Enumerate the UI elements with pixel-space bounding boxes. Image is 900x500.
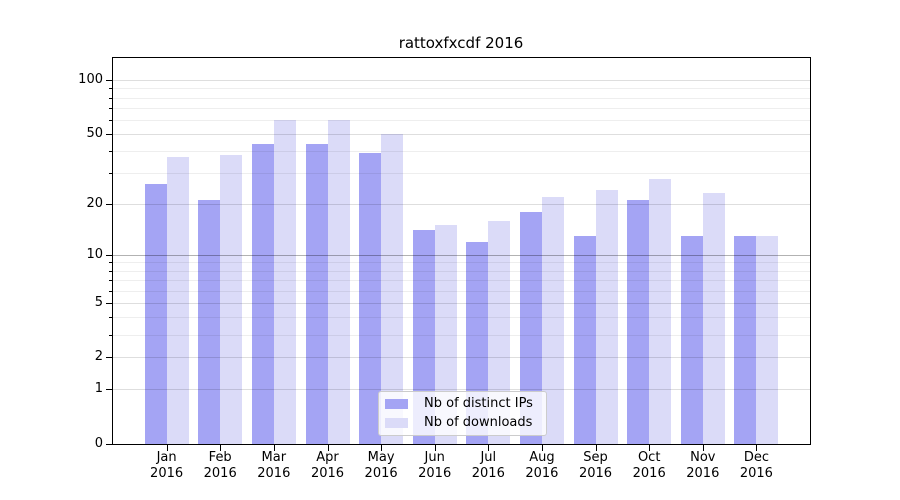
- y-minor-tick: [109, 334, 113, 336]
- x-tick: [488, 445, 490, 451]
- x-tick: [327, 445, 329, 451]
- y-tick-label: 50: [86, 125, 103, 141]
- bar-nb-of-distinct-ips-feb: [198, 200, 221, 444]
- x-tick-label: Mar 2016: [257, 450, 291, 481]
- y-tick-label: 5: [94, 294, 103, 310]
- major-gridline: [113, 133, 810, 135]
- bar-nb-of-distinct-ips-sep: [573, 235, 596, 444]
- y-tick-label: 100: [78, 72, 103, 88]
- bar-nb-of-downloads-oct: [649, 178, 672, 444]
- y-minor-tick: [109, 270, 113, 272]
- y-minor-tick: [109, 173, 113, 175]
- x-tick-label: Sep 2016: [578, 450, 613, 481]
- bar-nb-of-distinct-ips-aug: [519, 211, 542, 444]
- y-tick: [106, 133, 113, 135]
- bar-nb-of-downloads-apr: [327, 119, 350, 444]
- bar-nb-of-downloads-jun: [434, 225, 457, 444]
- legend-swatch-distinct-ips-icon: [385, 399, 408, 409]
- y-tick-label: 20: [86, 195, 103, 211]
- y-minor-tick: [109, 290, 113, 292]
- bar-nb-of-distinct-ips-jan: [144, 184, 167, 444]
- bar-nb-of-distinct-ips-mar: [251, 143, 274, 444]
- y-tick: [106, 302, 113, 304]
- bar-nb-of-downloads-sep: [595, 190, 618, 444]
- x-tick-label: Jan 2016: [150, 450, 184, 481]
- bar-nb-of-distinct-ips-dec: [734, 235, 757, 444]
- bar-nb-of-distinct-ips-apr: [305, 143, 328, 444]
- legend-swatch-downloads-icon: [385, 418, 408, 428]
- legend-label-downloads: Nb of downloads: [424, 415, 533, 430]
- x-tick: [220, 445, 222, 451]
- plot-area: [112, 57, 811, 445]
- y-tick: [106, 389, 113, 391]
- minor-gridline: [113, 173, 810, 175]
- bar-nb-of-downloads-nov: [702, 193, 725, 444]
- y-tick-label: 1: [94, 381, 103, 397]
- bar-nb-of-downloads-jan: [166, 157, 189, 444]
- x-tick: [273, 445, 275, 451]
- bar-nb-of-downloads-aug: [541, 196, 564, 444]
- y-tick-label: 10: [86, 246, 103, 262]
- y-minor-tick: [109, 97, 113, 99]
- minor-gridline: [113, 151, 810, 153]
- x-tick: [756, 445, 758, 451]
- bar-nb-of-distinct-ips-jun: [412, 230, 435, 444]
- y-tick-label: 2: [94, 349, 103, 365]
- bar-nb-of-downloads-may: [381, 133, 404, 444]
- x-tick-label: May 2016: [364, 450, 398, 481]
- y-minor-tick: [109, 262, 113, 264]
- y-tick-label: 0: [94, 436, 103, 451]
- y-tick: [106, 203, 113, 205]
- bar-nb-of-downloads-dec: [756, 235, 779, 444]
- bar-nb-of-distinct-ips-oct: [627, 200, 650, 444]
- legend: Nb of distinct IPs Nb of downloads: [378, 391, 547, 436]
- y-minor-tick: [109, 107, 113, 109]
- chart-title: rattoxfxcdf 2016: [398, 34, 524, 52]
- y-tick: [106, 80, 113, 82]
- legend-label-distinct-ips: Nb of distinct IPs: [424, 396, 533, 411]
- y-tick: [106, 357, 113, 359]
- minor-gridline: [113, 119, 810, 121]
- y-minor-tick: [109, 88, 113, 90]
- minor-gridline: [113, 88, 810, 90]
- x-tick-label: Jul 2016: [471, 450, 505, 481]
- major-gridline: [113, 80, 810, 82]
- x-tick: [595, 445, 597, 451]
- legend-item-downloads: Nb of downloads: [385, 416, 538, 430]
- y-minor-tick: [109, 280, 113, 281]
- y-minor-tick: [109, 119, 113, 121]
- minor-gridline: [113, 97, 810, 99]
- x-tick-label: Aug 2016: [525, 450, 559, 481]
- x-tick-label: Jun 2016: [418, 450, 452, 481]
- bar-nb-of-distinct-ips-nov: [680, 235, 703, 444]
- x-tick: [434, 445, 436, 451]
- x-tick: [649, 445, 651, 451]
- x-tick: [166, 445, 168, 451]
- y-tick: [106, 254, 113, 256]
- x-tick-label: Dec 2016: [739, 450, 773, 481]
- y-minor-tick: [109, 151, 113, 153]
- x-tick: [702, 445, 704, 451]
- x-tick: [381, 445, 383, 451]
- x-tick-label: Apr 2016: [310, 450, 345, 481]
- x-tick: [541, 445, 543, 451]
- x-tick-label: Nov 2016: [686, 450, 720, 481]
- bar-nb-of-downloads-mar: [273, 119, 296, 444]
- y-tick: [106, 444, 113, 445]
- minor-gridline: [113, 107, 810, 109]
- legend-item-distinct-ips: Nb of distinct IPs: [385, 397, 538, 411]
- x-tick-label: Feb 2016: [203, 450, 237, 481]
- bar-nb-of-downloads-feb: [220, 155, 243, 444]
- bar-nb-of-downloads-jul: [488, 220, 511, 444]
- bar-nb-of-distinct-ips-may: [359, 153, 382, 444]
- y-minor-tick: [109, 317, 113, 319]
- x-tick-label: Oct 2016: [632, 450, 666, 481]
